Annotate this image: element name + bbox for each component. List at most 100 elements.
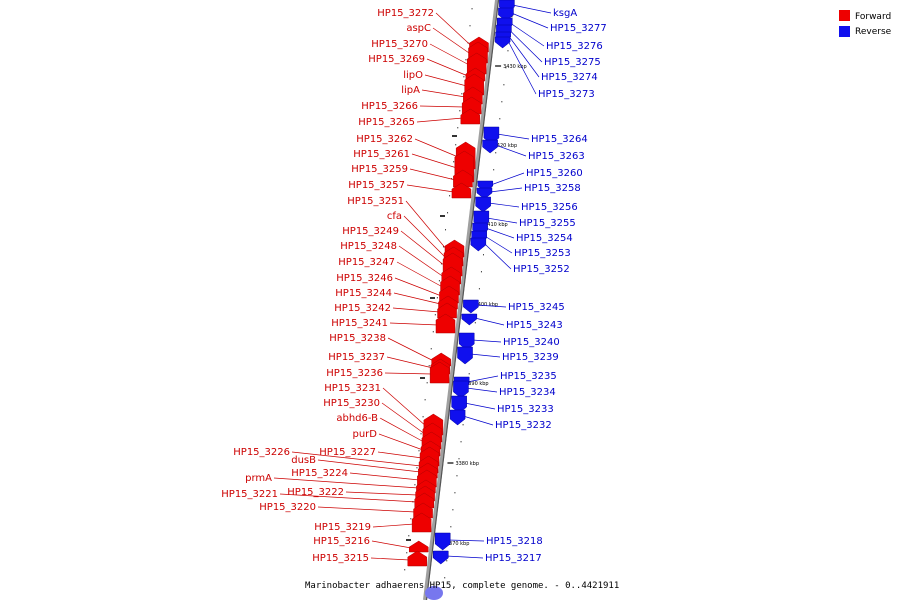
forward-gene-label: HP15_3222 (287, 487, 344, 498)
forward-gene-leader (435, 12, 472, 47)
kbp-label: 3430 kbp (503, 64, 527, 70)
reverse-gene (449, 409, 466, 426)
forward-gene-leader (371, 540, 412, 549)
legend: Forward Reverse (839, 10, 892, 37)
reverse-gene (482, 139, 498, 154)
forward-gene-leader (291, 451, 422, 467)
forward-gene-label: HP15_3269 (368, 54, 425, 65)
reverse-gene-label: HP15_3252 (513, 264, 570, 275)
forward-gene-label: HP15_3241 (331, 318, 388, 329)
forward-gene-leader (403, 215, 447, 259)
kbp-label: 3400 kbp (475, 302, 499, 308)
reverse-gene (453, 380, 469, 399)
forward-gene-label: HP15_3224 (291, 468, 348, 479)
label-layer: HP15_3272 aspC HP15_3270 HP15_3269 lipO lipA H… (221, 8, 606, 564)
forward-gene-leader (386, 356, 433, 369)
forward-gene-leader (421, 89, 466, 98)
reverse-gene-label: HP15_3239 (502, 352, 559, 363)
forward-gene-label: HP15_3272 (377, 8, 434, 19)
forward-gene-leader (432, 27, 471, 55)
forward-gene-label: prmA (245, 473, 272, 484)
reverse-gene-leader (495, 144, 527, 157)
reverse-gene-leader (510, 22, 545, 47)
reverse-gene-leader (474, 317, 505, 326)
forward-gene-leader (379, 417, 425, 443)
forward-gene-label: HP15_3246 (336, 273, 393, 284)
forward-gene-label: HP15_3266 (361, 101, 418, 112)
forward-gene-label: HP15_3244 (335, 288, 392, 299)
forward-gene-leader (279, 493, 417, 503)
forward-gene-leader (378, 433, 424, 451)
reverse-gene-leader (470, 353, 501, 358)
reverse-gene-leader (509, 29, 543, 63)
forward-gene-leader (409, 168, 456, 181)
reverse-gene (461, 313, 478, 326)
reverse-gene-label: ksgA (553, 8, 577, 19)
forward-gene-leader (416, 117, 463, 123)
forward-gene-label: HP15_3226 (233, 447, 290, 458)
forward-gene-leader (426, 58, 469, 77)
forward-gene-leader (389, 322, 439, 326)
gene-layer (407, 0, 515, 567)
forward-gene-label: aspC (406, 23, 431, 34)
forward-gene-leader (382, 387, 427, 427)
reverse-gene-label: HP15_3234 (499, 387, 556, 398)
forward-gene-label: HP15_3247 (338, 257, 395, 268)
forward-gene-label: abhd6-B (336, 413, 378, 424)
reverse-gene-leader (446, 555, 484, 559)
forward-gene-leader (317, 459, 421, 473)
forward-gene (411, 512, 432, 533)
forward-gene-label: HP15_3219 (314, 522, 371, 533)
forward-gene-label: HP15_3249 (342, 226, 399, 237)
reverse-gene (470, 237, 487, 252)
legend-reverse-swatch (839, 26, 850, 37)
forward-gene-leader (377, 451, 423, 459)
reverse-gene-label: HP15_3243 (506, 320, 563, 331)
kbp-label: 3410 kbp (484, 222, 508, 228)
reverse-gene (463, 299, 479, 314)
reverse-gene (433, 550, 449, 565)
forward-gene-label: HP15_3270 (371, 39, 428, 50)
legend-forward-swatch (839, 10, 850, 21)
forward-gene (429, 361, 450, 384)
reverse-gene-label: HP15_3240 (503, 337, 560, 348)
reverse-gene-label: HP15_3232 (495, 420, 552, 431)
reverse-gene-leader (448, 539, 485, 542)
reverse-gene-leader (490, 172, 525, 186)
forward-gene-leader (349, 472, 420, 481)
forward-gene-label: HP15_3237 (328, 352, 385, 363)
reverse-gene-label: HP15_3260 (526, 168, 583, 179)
kbp-mark: 3430 kbp (495, 64, 527, 70)
reverse-gene-label: HP15_3277 (550, 23, 607, 34)
reverse-gene (457, 346, 473, 365)
forward-gene (451, 182, 472, 199)
forward-gene-label: HP15_3236 (326, 368, 383, 379)
reverse-gene (475, 196, 491, 213)
reverse-gene-label: HP15_3263 (528, 151, 585, 162)
reverse-gene-label: HP15_3245 (508, 302, 565, 313)
reverse-gene-label: HP15_3217 (485, 553, 542, 564)
reverse-gene-leader (489, 187, 523, 193)
reverse-gene-leader (507, 40, 537, 95)
forward-gene-leader (384, 372, 433, 375)
reverse-gene-leader (484, 235, 513, 254)
reverse-gene-label: HP15_3218 (486, 536, 543, 547)
forward-gene (460, 108, 481, 125)
forward-gene-label: HP15_3242 (334, 303, 391, 314)
forward-gene-label: lipA (401, 85, 420, 96)
reverse-gene-leader (476, 304, 507, 308)
reverse-gene-label: HP15_3264 (531, 134, 588, 145)
genome-caption: Marinobacter adhaerens HP15, complete ge… (305, 581, 619, 591)
forward-gene-label: HP15_3265 (358, 117, 415, 128)
reverse-gene-leader (488, 202, 520, 208)
forward-gene-leader (424, 74, 467, 87)
forward-gene-leader (273, 477, 419, 489)
forward-gene-label: purD (353, 429, 378, 440)
reverse-gene-label: HP15_3258 (524, 183, 581, 194)
forward-gene-label: HP15_3220 (259, 502, 316, 513)
forward-gene-leader (405, 200, 448, 251)
leader-layer (273, 4, 552, 561)
reverse-gene-label: HP15_3256 (521, 202, 578, 213)
reverse-gene-leader (464, 402, 496, 410)
reverse-gene-label: HP15_3253 (514, 248, 571, 259)
